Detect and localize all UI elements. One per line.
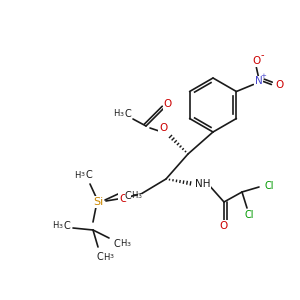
Text: Cl: Cl (244, 210, 254, 220)
Text: -: - (261, 50, 264, 61)
Text: O: O (220, 221, 228, 231)
Text: H: H (74, 170, 80, 179)
Text: H: H (52, 221, 58, 230)
Text: C: C (64, 221, 70, 231)
Text: 3: 3 (120, 112, 124, 116)
Text: C: C (124, 109, 131, 119)
Text: O: O (164, 99, 172, 109)
Text: C: C (124, 191, 131, 201)
Text: 3: 3 (138, 194, 142, 199)
Text: 3: 3 (59, 224, 63, 229)
Text: H: H (131, 191, 137, 200)
Text: C: C (114, 239, 120, 249)
Text: O: O (119, 194, 127, 204)
Text: O: O (275, 80, 284, 89)
Text: H: H (120, 239, 126, 248)
Text: 3: 3 (127, 242, 131, 247)
Text: N: N (254, 76, 262, 86)
Text: C: C (97, 252, 104, 262)
Text: NH: NH (195, 179, 211, 189)
Text: H: H (113, 110, 119, 118)
Text: +: + (260, 74, 266, 80)
Text: Si: Si (93, 197, 103, 207)
Text: 3: 3 (110, 254, 114, 260)
Text: Cl: Cl (264, 181, 274, 191)
Text: C: C (85, 170, 92, 180)
Text: H: H (103, 253, 109, 262)
Text: O: O (159, 123, 167, 133)
Text: 3: 3 (81, 172, 85, 178)
Text: O: O (252, 56, 260, 67)
